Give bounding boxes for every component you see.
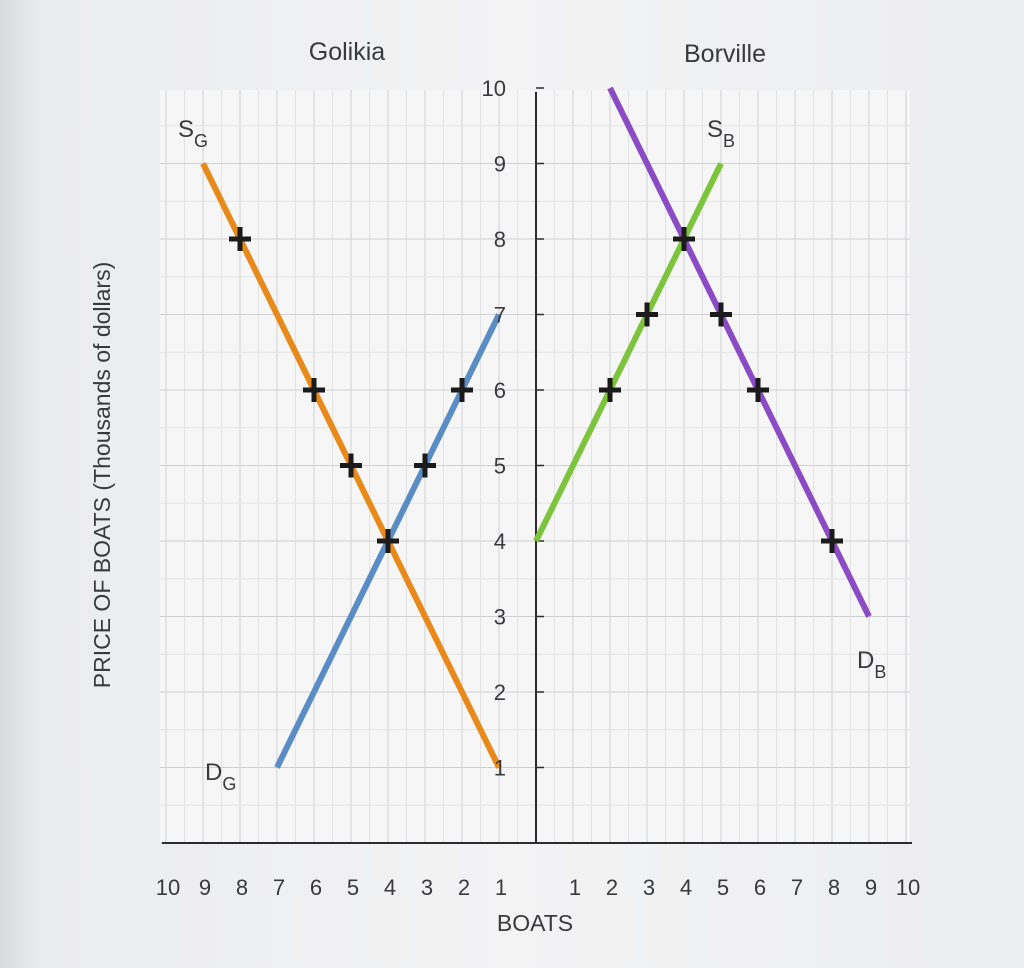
x-tick-label-right: 2 <box>606 875 618 900</box>
data-point-marker <box>747 378 769 402</box>
curve-label-s-b: SB <box>707 116 735 151</box>
x-tick-label-left: 10 <box>156 875 180 900</box>
equilibrium-marker <box>377 529 399 553</box>
curve-s-b <box>533 162 724 543</box>
equilibrium-marker <box>673 227 695 251</box>
data-point-marker <box>451 378 473 402</box>
y-tick-label: 4 <box>494 529 506 554</box>
x-tick-label-left: 2 <box>458 875 470 900</box>
x-tick-label-left: 4 <box>384 875 396 900</box>
data-point-marker <box>599 378 621 402</box>
y-tick-label: 8 <box>494 227 506 252</box>
y-tick-label: 7 <box>494 303 506 328</box>
data-point-marker <box>303 378 325 402</box>
y-tick-label: 5 <box>494 454 506 479</box>
panel-title-golikia: Golikia <box>309 38 386 66</box>
x-tick-label-right: 3 <box>643 875 655 900</box>
x-tick-label-right: 10 <box>896 875 920 900</box>
y-tick-label: 9 <box>494 152 506 177</box>
data-point-marker <box>710 302 732 327</box>
x-tick-label-right: 1 <box>569 875 581 900</box>
curve-label-d-b: DB <box>857 647 886 682</box>
x-tick-label-left: 6 <box>310 875 322 900</box>
x-tick-label-left: 8 <box>236 875 248 900</box>
x-tick-label-left: 9 <box>199 875 211 900</box>
curve-label-main: D <box>857 647 874 674</box>
curve-label-d-g: DG <box>205 759 236 794</box>
data-point-marker <box>229 227 251 251</box>
curve-label-subscript: B <box>723 131 735 151</box>
data-point-marker <box>821 529 843 553</box>
markers <box>229 227 843 553</box>
data-point-marker <box>636 302 658 327</box>
curve-label-s-g: SG <box>178 116 208 151</box>
x-tick-label-left: 7 <box>273 875 285 900</box>
y-axis-title: PRICE OF BOATS (Thousands of dollars) <box>89 262 115 689</box>
x-tick-label-right: 8 <box>828 875 840 900</box>
x-tick-label-right: 7 <box>791 875 803 900</box>
y-tick-label: 3 <box>494 605 506 630</box>
labels: Golikia Borville PRICE OF BOATS (Thousan… <box>89 38 920 936</box>
x-tick-label-left: 5 <box>347 875 359 900</box>
curve-d-b <box>607 86 872 618</box>
x-tick-label-left: 3 <box>421 875 433 900</box>
y-tick-label: 10 <box>482 76 506 101</box>
x-tick-label-right: 5 <box>717 875 729 900</box>
curve-label-subscript: B <box>874 662 886 682</box>
curve-label-main: S <box>178 116 194 143</box>
data-point-marker <box>414 453 436 478</box>
x-tick-label-right: 9 <box>865 875 877 900</box>
curve-label-main: S <box>707 116 723 143</box>
panel-title-borville: Borville <box>684 40 766 68</box>
y-tick-label: 2 <box>494 680 506 705</box>
y-tick-label: 1 <box>494 756 506 781</box>
x-axis-title: BOATS <box>497 910 573 936</box>
y-tick-label: 6 <box>494 378 506 403</box>
x-tick-label-right: 6 <box>754 875 766 900</box>
data-point-marker <box>340 453 362 478</box>
curve-label-main: D <box>205 759 222 786</box>
x-tick-label-left: 1 <box>495 875 507 900</box>
curve-label-subscript: G <box>194 131 208 151</box>
x-tick-label-right: 4 <box>680 875 692 900</box>
curve-label-subscript: G <box>222 774 236 794</box>
